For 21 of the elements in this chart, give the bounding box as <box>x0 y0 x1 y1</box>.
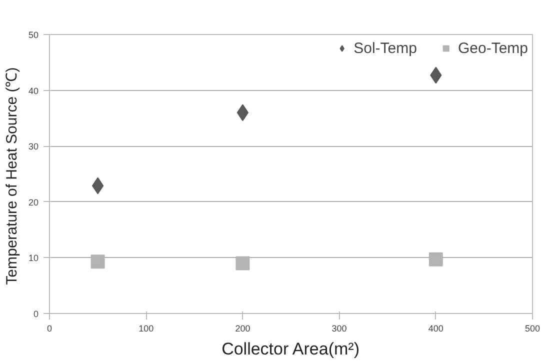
point <box>92 177 104 194</box>
y-tick-label: 30 <box>28 142 39 152</box>
y-tick-label: 20 <box>28 197 39 208</box>
point <box>90 254 105 269</box>
x-tick-label: 200 <box>235 324 250 334</box>
x-tick-label: 400 <box>428 324 444 334</box>
point <box>428 252 443 266</box>
x-tick-label: 100 <box>138 324 154 334</box>
legend-label: Geo-Temp <box>458 40 528 56</box>
x-tick-label: 300 <box>332 324 347 334</box>
point <box>236 256 250 270</box>
y-tick-label: 10 <box>28 253 39 264</box>
y-tick-label: 40 <box>28 86 39 96</box>
y-tick-label: 50 <box>28 30 39 40</box>
x-tick-label: 500 <box>524 324 540 334</box>
point <box>236 104 249 122</box>
y-tick-label: 0 <box>33 309 39 319</box>
x-tick-label: 0 <box>46 324 52 334</box>
legend-label: Sol-Temp <box>354 40 417 56</box>
x-axis-title: Collector Area(m²) <box>222 340 360 358</box>
y-axis-title: Temperature of Heat Source (℃) <box>3 67 20 285</box>
